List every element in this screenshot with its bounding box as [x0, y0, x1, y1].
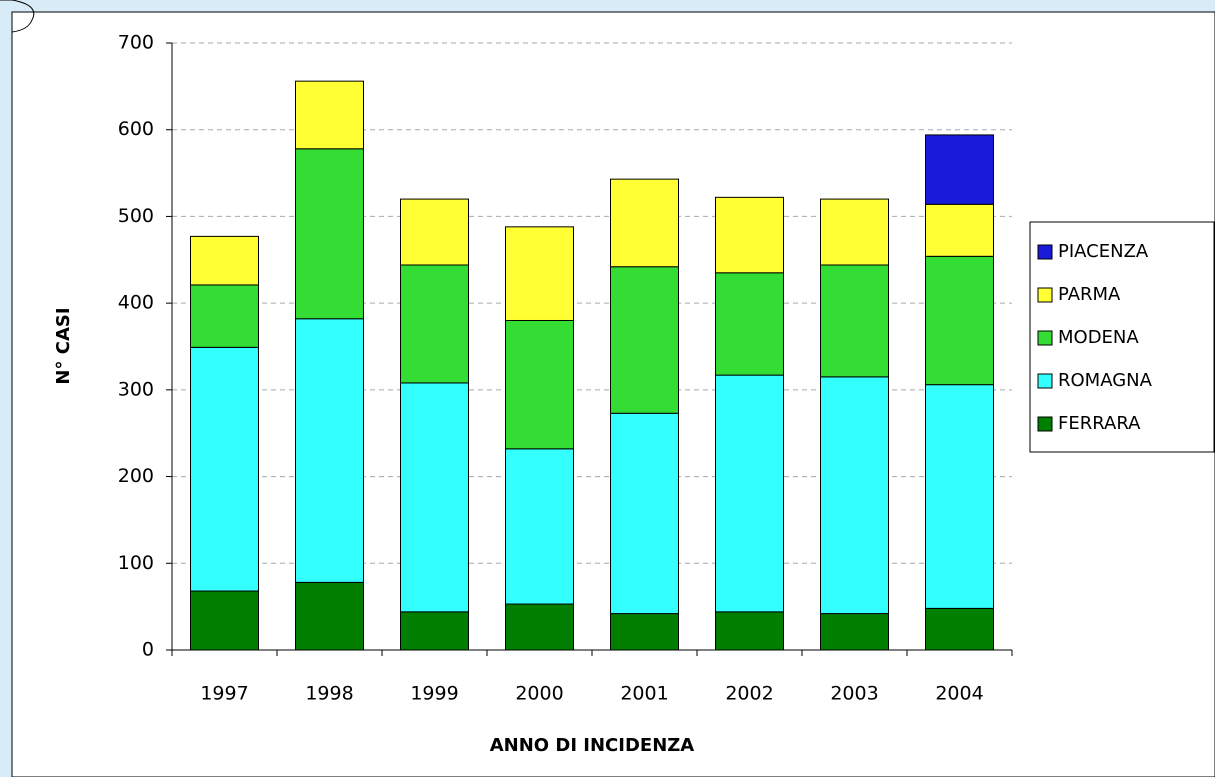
- bar-segment: [820, 376, 889, 615]
- y-tick-label: 500: [118, 205, 154, 227]
- bar-segment: [925, 134, 994, 205]
- bar-segment: [190, 346, 259, 592]
- legend-label: ROMAGNA: [1058, 370, 1153, 391]
- bar-segment: [925, 203, 994, 257]
- legend-label: PARMA: [1058, 284, 1121, 305]
- y-tick-label: 400: [118, 292, 154, 314]
- x-axis-label: ANNO DI INCIDENZA: [490, 735, 695, 756]
- y-tick-label: 200: [118, 465, 154, 487]
- bar-segment: [925, 607, 994, 651]
- bar-segment: [400, 264, 469, 384]
- bar-segment: [820, 198, 889, 266]
- legend-swatch: [1037, 244, 1053, 260]
- bar-segment: [715, 611, 784, 651]
- bar-segment: [715, 374, 784, 613]
- bar-segment: [610, 178, 679, 268]
- legend-swatch: [1037, 416, 1053, 432]
- bar-segment: [295, 581, 364, 651]
- bar-segment: [295, 80, 364, 150]
- x-tick-label: 2002: [725, 683, 773, 705]
- y-tick-label: 100: [118, 552, 154, 574]
- bar-segment: [505, 319, 574, 450]
- bar-segment: [505, 448, 574, 605]
- legend-label: MODENA: [1058, 327, 1139, 348]
- x-tick-label: 2000: [515, 683, 563, 705]
- legend-swatch: [1037, 287, 1053, 303]
- bar-segment: [610, 613, 679, 651]
- y-tick-label: 300: [118, 378, 154, 400]
- legend-box: [1029, 221, 1215, 453]
- legend-label: PIACENZA: [1058, 241, 1149, 262]
- bar-segment: [820, 613, 889, 651]
- bar-segment: [820, 264, 889, 378]
- y-axis-label: N° CASI: [53, 307, 74, 384]
- x-tick-label: 1997: [200, 683, 248, 705]
- bar-segment: [925, 384, 994, 609]
- bar-segment: [610, 412, 679, 615]
- y-tick-label: 600: [118, 118, 154, 140]
- bar-segment: [400, 198, 469, 266]
- legend-swatch: [1037, 330, 1053, 346]
- bar-segment: [505, 603, 574, 651]
- bar-segment: [925, 255, 994, 386]
- y-tick-label: 0: [142, 639, 154, 661]
- bar-segment: [610, 266, 679, 414]
- bar-segment: [190, 590, 259, 651]
- x-tick-label: 2001: [620, 683, 668, 705]
- legend-swatch: [1037, 373, 1053, 389]
- bar-segment: [400, 382, 469, 613]
- x-tick-label: 2004: [935, 683, 983, 705]
- x-tick-label: 1998: [305, 683, 353, 705]
- bar-segment: [190, 235, 259, 286]
- x-tick-label: 2003: [830, 683, 878, 705]
- x-tick-label: 1999: [410, 683, 458, 705]
- bar-segment: [190, 284, 259, 348]
- bar-segment: [295, 148, 364, 320]
- bar-segment: [400, 611, 469, 651]
- bar-segment: [715, 272, 784, 376]
- bar-segment: [505, 226, 574, 321]
- y-tick-label: 700: [118, 32, 154, 54]
- legend-label: FERRARA: [1058, 413, 1141, 434]
- bar-segment: [715, 196, 784, 274]
- bar-segment: [295, 318, 364, 583]
- corner: [0, 0, 35, 33]
